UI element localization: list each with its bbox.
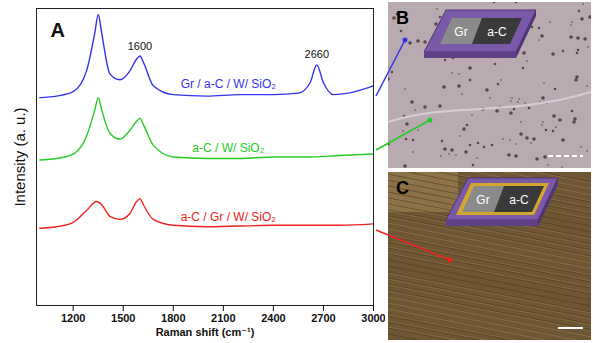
svg-text:Intensity (a. u.): Intensity (a. u.): [11, 107, 28, 206]
svg-text:1600: 1600: [128, 40, 152, 52]
svg-text:a-C: a-C: [509, 193, 529, 207]
svg-text:2700: 2700: [311, 312, 335, 324]
svg-text:3000: 3000: [361, 312, 385, 324]
svg-text:1500: 1500: [111, 312, 135, 324]
svg-text:Gr: Gr: [454, 25, 467, 39]
svg-text:1200: 1200: [61, 312, 85, 324]
svg-text:B: B: [396, 8, 409, 28]
svg-text:a-C / Gr / W/ SiO₂: a-C / Gr / W/ SiO₂: [181, 210, 277, 224]
svg-text:a-C / W/ SiO₂: a-C / W/ SiO₂: [192, 141, 264, 155]
svg-text:2400: 2400: [261, 312, 285, 324]
svg-text:a-C: a-C: [487, 25, 507, 39]
svg-text:A: A: [51, 19, 65, 41]
svg-text:2100: 2100: [211, 312, 235, 324]
svg-text:1800: 1800: [161, 312, 185, 324]
svg-text:2660: 2660: [305, 48, 329, 60]
svg-text:Gr / a-C / W/ SiO₂: Gr / a-C / W/ SiO₂: [181, 77, 277, 91]
svg-text:Gr: Gr: [476, 193, 489, 207]
svg-text:Raman shift (cm⁻¹): Raman shift (cm⁻¹): [156, 326, 255, 338]
svg-text:C: C: [396, 178, 409, 198]
